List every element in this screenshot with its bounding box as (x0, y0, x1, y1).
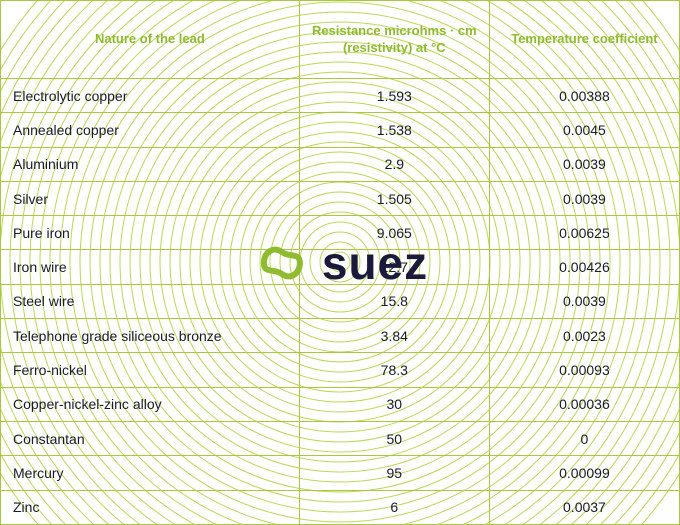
table-row: Iron wire12.70.00426 (1, 250, 680, 284)
material-cell: Electrolytic copper (1, 79, 300, 113)
coefficient-cell: 0.00426 (489, 250, 679, 284)
table-row: Steel wire15.80.0039 (1, 284, 680, 318)
table-row: Aluminium2.90.0039 (1, 147, 680, 181)
resistivity-cell: 9.065 (299, 216, 489, 250)
material-cell: Steel wire (1, 284, 300, 318)
resistivity-cell: 1.538 (299, 113, 489, 147)
resistivity-cell: 1.593 (299, 79, 489, 113)
table-row: Pure iron9.0650.00625 (1, 216, 680, 250)
coefficient-cell: 0.00093 (489, 353, 679, 387)
table-row: Mercury950.00099 (1, 456, 680, 490)
material-cell: Telephone grade siliceous bronze (1, 319, 300, 353)
resistivity-cell: 6 (299, 490, 489, 524)
table-row: Copper-nickel-zinc alloy300.00036 (1, 387, 680, 421)
resistivity-cell: 95 (299, 456, 489, 490)
material-cell: Copper-nickel-zinc alloy (1, 387, 300, 421)
coefficient-cell: 0.00099 (489, 456, 679, 490)
coefficient-cell: 0.00625 (489, 216, 679, 250)
table-row: Ferro-nickel78.30.00093 (1, 353, 680, 387)
resistivity-cell: 15.8 (299, 284, 489, 318)
coefficient-cell: 0.0039 (489, 181, 679, 215)
coefficient-cell: 0.0039 (489, 284, 679, 318)
resistivity-cell: 2.9 (299, 147, 489, 181)
material-cell: Aluminium (1, 147, 300, 181)
material-cell: Ferro-nickel (1, 353, 300, 387)
resistivity-cell: 3.84 (299, 319, 489, 353)
table-row: Telephone grade siliceous bronze3.840.00… (1, 319, 680, 353)
material-cell: Silver (1, 181, 300, 215)
resistivity-table: Nature of the lead Resistance microhms ·… (0, 0, 680, 525)
table-row: Silver1.5050.0039 (1, 181, 680, 215)
coefficient-cell: 0 (489, 421, 679, 455)
material-cell: Constantan (1, 421, 300, 455)
coefficient-cell: 0.00036 (489, 387, 679, 421)
header-nature: Nature of the lead (1, 1, 300, 79)
coefficient-cell: 0.00388 (489, 79, 679, 113)
coefficient-cell: 0.0023 (489, 319, 679, 353)
material-cell: Pure iron (1, 216, 300, 250)
material-cell: Iron wire (1, 250, 300, 284)
material-cell: Mercury (1, 456, 300, 490)
header-resistance: Resistance microhms · cm (resistivity) a… (299, 1, 489, 79)
resistivity-cell: 12.7 (299, 250, 489, 284)
coefficient-cell: 0.0039 (489, 147, 679, 181)
coefficient-cell: 0.0037 (489, 490, 679, 524)
table-row: Zinc60.0037 (1, 490, 680, 524)
material-cell: Annealed copper (1, 113, 300, 147)
table-row: Electrolytic copper1.5930.00388 (1, 79, 680, 113)
material-cell: Zinc (1, 490, 300, 524)
resistivity-cell: 30 (299, 387, 489, 421)
resistivity-cell: 78.3 (299, 353, 489, 387)
coefficient-cell: 0.0045 (489, 113, 679, 147)
table-row: Annealed copper1.5380.0045 (1, 113, 680, 147)
table-header-row: Nature of the lead Resistance microhms ·… (1, 1, 680, 79)
resistivity-cell: 1.505 (299, 181, 489, 215)
resistivity-cell: 50 (299, 421, 489, 455)
table-row: Constantan500 (1, 421, 680, 455)
header-coefficient: Temperature coefficient (489, 1, 679, 79)
